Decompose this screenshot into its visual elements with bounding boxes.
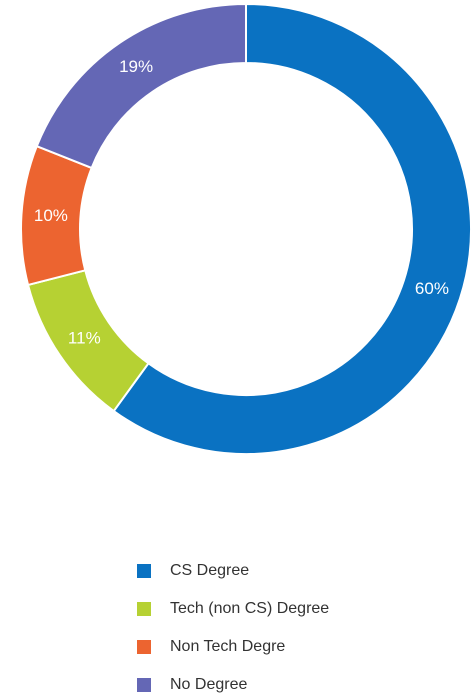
data-label: 11%: [68, 328, 101, 347]
legend-swatch: [137, 640, 151, 654]
donut-segment: [112, 2, 472, 455]
donut-segment: [35, 2, 247, 170]
legend-swatch: [137, 602, 151, 616]
data-label: 60%: [415, 279, 449, 298]
legend-label: CS Degree: [170, 562, 249, 579]
data-label: 10%: [34, 206, 68, 225]
legend-swatch: [137, 678, 151, 692]
legend-swatch: [137, 564, 151, 578]
data-label: 19%: [119, 57, 153, 76]
legend-label: Non Tech Degre: [170, 638, 285, 655]
legend-label: No Degree: [170, 676, 247, 693]
legend-label: Tech (non CS) Degree: [170, 600, 329, 617]
